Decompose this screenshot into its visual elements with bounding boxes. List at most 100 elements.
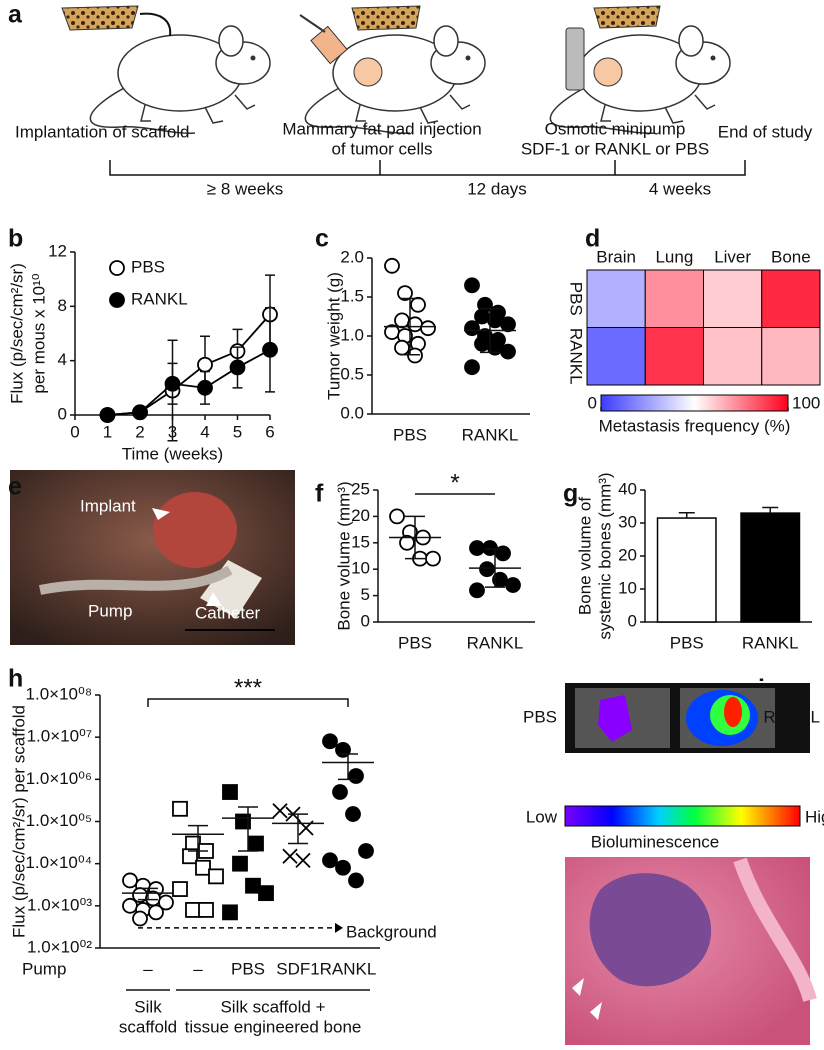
y-tick-label: 2.0 [340,247,364,266]
data-point [348,768,364,784]
data-point [182,848,198,865]
data-point [122,897,138,914]
interval-label: ≥ 8 weeks [207,179,283,198]
data-point [332,784,348,800]
error-bar [480,307,500,354]
y-tick-label: 5 [361,585,370,604]
data-point [272,803,288,819]
data-point [410,296,426,313]
error-bar [238,806,258,852]
data-point [500,316,516,333]
data-point [335,859,351,876]
data-point [197,356,213,373]
x-tick-label: 5 [233,422,242,441]
scaffold-icon [351,5,421,31]
data-point [482,540,498,556]
data-point [399,534,415,551]
data-point [474,308,490,325]
data-point [132,404,148,421]
y-tick-label: 30 [618,512,637,531]
minipump [565,27,585,91]
group-label: scaffold [119,1017,177,1036]
y-tick-label: 0 [628,611,637,630]
data-point [222,904,238,921]
data-point [464,359,480,376]
data-point [420,320,436,337]
group-label: Silk [134,997,162,1016]
data-point [172,881,188,897]
heatmap-cell [586,327,646,386]
y-tick-label: 0.0 [340,403,364,422]
x-tick-label: PBS [393,425,427,444]
y-tick-label: 0 [361,611,370,630]
x-tick-label: SDF1 [276,959,319,978]
row-label: RANKL [763,707,820,726]
data-point [479,561,495,578]
arrowhead [335,922,343,933]
column-label: Lung [655,247,693,266]
panel-label: c [315,225,329,253]
y-tick-label: 1.0×10⁰⁸ [26,684,92,703]
step-label: of tumor cells [331,139,432,158]
panel-a: a Implantation of scaffold Mammary fat p… [8,1,813,199]
x-tick-label: RANKL [742,633,799,652]
panel-label: b [8,225,23,253]
data-point [197,379,213,396]
arrowhead [152,508,170,520]
group-label: Silk scaffold + [220,997,325,1016]
data-point [394,339,410,356]
colorbar [600,394,789,412]
panel-i: i PBS RANKL Low High Bioluminescence [523,675,824,1045]
row-label: RANKL [567,328,586,385]
legend-marker [109,292,125,308]
x-tick-label: PBS [398,633,432,652]
data-point [262,341,278,358]
axis-line [377,490,535,623]
syringe [310,25,348,65]
colorbar-tick-label: 100 [792,393,820,412]
y-axis-label: Bone volume of [575,497,594,615]
data-point [282,848,298,864]
series-line [107,349,271,416]
row-label: PBS [567,282,586,316]
arrow [139,12,172,37]
heatmap-cell [586,269,646,328]
data-point [348,872,364,889]
data-point [295,852,311,868]
panel-label: f [315,480,324,508]
column-label: Brain [596,247,636,266]
y-tick-label: 10 [618,578,637,597]
data-point [245,877,261,894]
tumor [593,57,623,87]
data-point [345,806,361,822]
significance-label: * [450,469,459,496]
data-point [469,540,485,556]
y-tick-label: 20 [618,545,637,564]
background-label: Background [346,922,437,941]
row-label: PBS [523,707,557,726]
data-point [322,733,338,750]
y-axis-label: per mous x 10¹⁰ [29,273,48,393]
panel-e: e Implant Pump Catheter [8,470,295,645]
arrowhead [590,1002,602,1020]
data-point [185,902,201,918]
data-point [464,320,480,337]
data-point [389,508,405,525]
data-point [384,257,400,274]
y-tick-label: 8 [58,296,67,315]
tumor-cells [589,873,712,987]
data-point [425,550,441,567]
data-point [164,375,181,392]
panel-label: e [8,473,22,501]
data-point [132,910,148,927]
scale-label: Low [526,807,558,826]
photo-label: Implant [80,496,136,515]
heatmap-cell [703,269,763,328]
legend-marker [109,260,125,276]
x-tick-label: PBS [670,633,704,652]
legend-label: RANKL [131,289,188,308]
data-point [229,359,246,376]
scaffold-icon [61,5,139,31]
data-point [248,835,264,852]
